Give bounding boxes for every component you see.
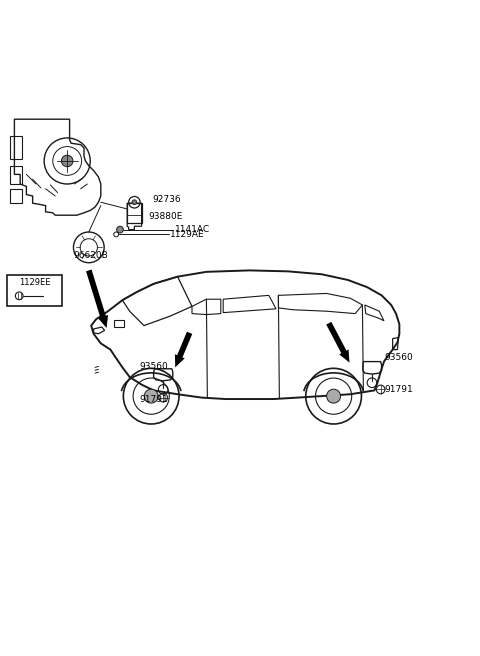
Text: 93560: 93560 <box>384 354 413 362</box>
FancyArrow shape <box>175 332 192 367</box>
Text: 1129AE: 1129AE <box>170 230 205 239</box>
Circle shape <box>144 389 158 403</box>
Text: 92736: 92736 <box>153 195 181 204</box>
Bar <box>10 166 22 184</box>
Bar <box>10 189 22 203</box>
Bar <box>127 203 142 223</box>
Text: 91791: 91791 <box>139 394 168 403</box>
Bar <box>7 276 62 306</box>
Text: 96620B: 96620B <box>73 251 108 260</box>
Circle shape <box>132 200 137 205</box>
Text: 93560: 93560 <box>139 362 168 371</box>
Circle shape <box>61 155 73 167</box>
Bar <box>10 136 22 159</box>
FancyArrow shape <box>86 270 108 328</box>
Text: 1141AC: 1141AC <box>175 224 210 234</box>
Text: 91791: 91791 <box>384 385 413 394</box>
Text: 93880E: 93880E <box>149 212 183 221</box>
Circle shape <box>326 389 340 403</box>
FancyArrow shape <box>326 322 349 363</box>
Circle shape <box>117 226 123 233</box>
Bar <box>114 320 124 327</box>
Text: 1129EE: 1129EE <box>19 278 50 287</box>
